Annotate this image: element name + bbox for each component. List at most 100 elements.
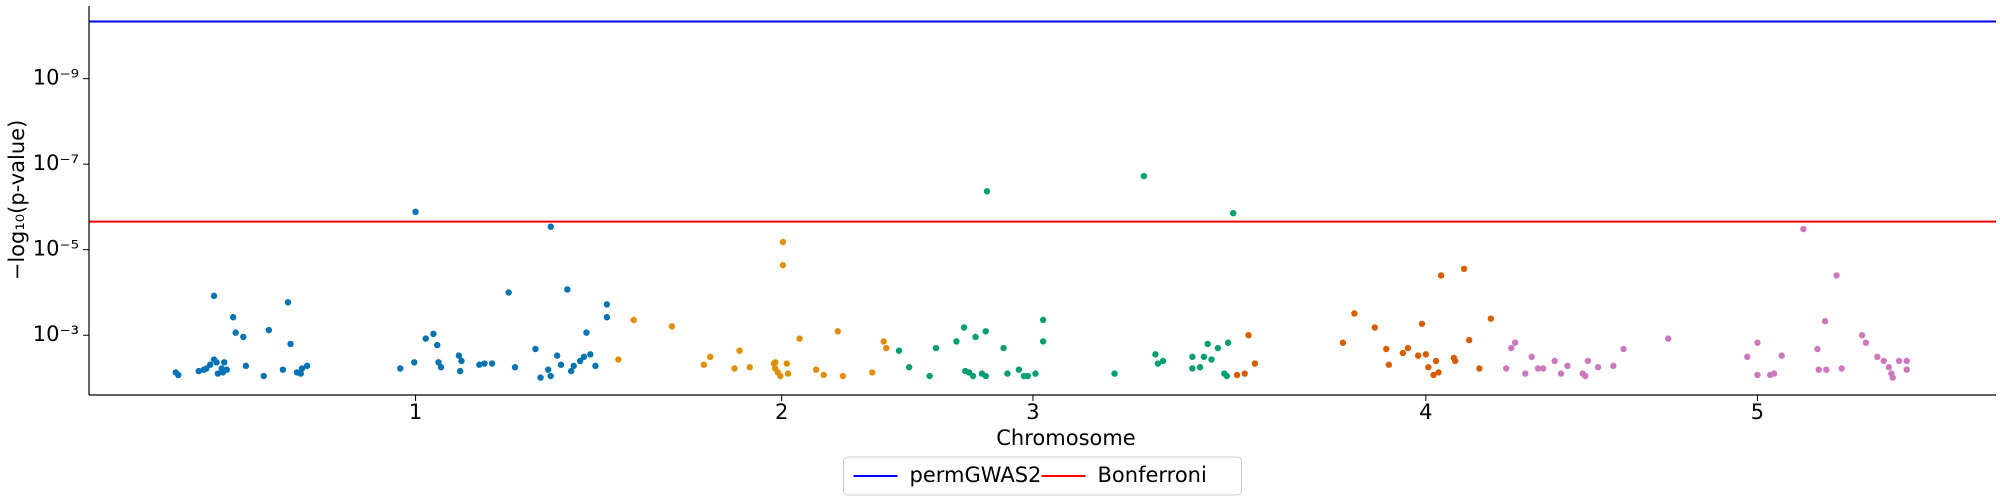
point	[1487, 315, 1495, 322]
point	[731, 365, 738, 372]
point	[476, 361, 483, 368]
point	[1744, 353, 1751, 361]
point	[1435, 369, 1442, 376]
point	[1351, 310, 1358, 317]
point	[700, 361, 708, 368]
x-tick-label: 5	[1751, 400, 1764, 424]
point	[1430, 371, 1437, 379]
x-tick-label: 4	[1419, 400, 1432, 424]
point	[783, 360, 790, 367]
point	[1880, 357, 1887, 365]
point	[430, 330, 437, 338]
point	[570, 362, 577, 370]
point	[736, 347, 743, 354]
point	[1383, 345, 1390, 353]
point	[1230, 209, 1237, 217]
y-axis-label: −log₁₀(p-value)	[5, 120, 29, 281]
point	[1039, 316, 1047, 324]
point	[206, 361, 214, 368]
point	[242, 362, 250, 370]
point	[1664, 335, 1672, 342]
point	[1903, 357, 1910, 365]
point	[1140, 172, 1148, 180]
point	[1528, 353, 1535, 361]
point	[287, 340, 294, 348]
point	[972, 333, 979, 341]
point	[210, 356, 218, 363]
point	[1823, 366, 1830, 373]
point	[1800, 225, 1807, 233]
point	[1564, 362, 1571, 370]
point	[1838, 365, 1845, 372]
point	[1594, 364, 1602, 371]
point	[812, 366, 820, 373]
y-tick-label: 10⁻³	[33, 322, 79, 346]
point	[1815, 366, 1822, 373]
point	[1502, 365, 1510, 372]
point	[883, 344, 890, 352]
point	[932, 344, 940, 352]
point	[545, 366, 552, 373]
x-tick-label: 2	[775, 400, 788, 424]
point	[707, 353, 714, 361]
point	[1154, 360, 1162, 367]
point	[1189, 353, 1196, 361]
point	[1208, 356, 1215, 363]
point	[668, 323, 676, 330]
y-tick-label: 10⁻⁹	[33, 66, 79, 90]
legend-label: permGWAS2	[910, 463, 1042, 487]
point	[1425, 364, 1432, 371]
point	[1770, 370, 1778, 377]
point	[547, 223, 554, 230]
point	[869, 369, 876, 376]
point	[1874, 353, 1881, 361]
point	[1522, 370, 1529, 377]
point	[1476, 365, 1483, 372]
point	[1404, 344, 1412, 352]
point	[1610, 362, 1617, 370]
point	[1511, 339, 1519, 346]
point	[880, 338, 887, 345]
point	[1200, 353, 1208, 361]
point	[422, 335, 429, 342]
point	[777, 372, 784, 380]
point	[1539, 365, 1547, 372]
point	[969, 372, 977, 380]
point	[240, 333, 247, 341]
point	[1245, 332, 1252, 339]
x-axis-label: Chromosome	[996, 426, 1135, 450]
point	[298, 365, 306, 372]
point	[1534, 365, 1542, 372]
point	[1241, 370, 1248, 377]
point	[437, 364, 445, 371]
point	[303, 362, 311, 370]
point	[1414, 352, 1422, 359]
point	[784, 370, 792, 377]
point	[547, 372, 554, 380]
point	[553, 352, 561, 359]
point	[232, 329, 239, 336]
point	[1885, 364, 1893, 371]
point	[1111, 370, 1118, 377]
point	[1024, 372, 1032, 380]
point	[779, 261, 787, 269]
point	[839, 372, 847, 380]
point	[279, 366, 287, 373]
point	[1189, 365, 1196, 372]
point	[895, 347, 903, 354]
point	[1754, 371, 1761, 379]
point	[630, 316, 637, 324]
point	[587, 351, 594, 358]
point	[772, 359, 779, 366]
point	[175, 371, 182, 379]
point	[1460, 265, 1468, 273]
point	[1620, 345, 1627, 353]
y-tick-label: 10⁻⁷	[33, 151, 79, 175]
point	[284, 299, 292, 306]
point	[458, 357, 465, 365]
point	[1833, 272, 1840, 279]
x-tick-label: 3	[1026, 400, 1039, 424]
point	[1251, 360, 1259, 367]
point	[603, 301, 611, 308]
